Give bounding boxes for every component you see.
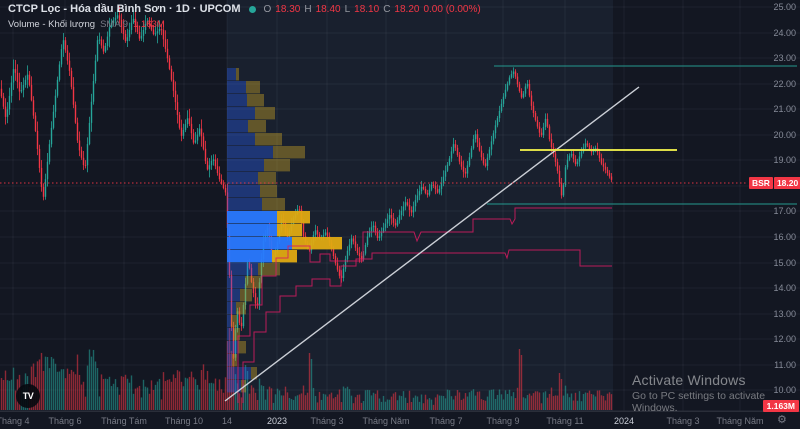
chart-legend: CTCP Lọc - Hóa dầu Bình Sơn · 1D · UPCOM… bbox=[8, 3, 481, 30]
last-price-axis-label: BSR 18.20 bbox=[749, 177, 800, 189]
time-tick-label: Tháng 7 bbox=[429, 416, 463, 426]
price-tick-label: 11.00 bbox=[774, 360, 796, 370]
time-tick-label: Tháng 3 bbox=[666, 416, 700, 426]
ohlc-values: O 18.30 H 18.40 L 18.10 C 18.20 0.00 (0.00%) bbox=[264, 4, 481, 15]
tradingview-logo-text: TV bbox=[22, 391, 34, 401]
time-tick-label: Tháng 4 bbox=[0, 416, 30, 426]
low-value: 18.10 bbox=[354, 3, 380, 15]
price-tick-label: 13.00 bbox=[773, 309, 796, 319]
teal-level-lines bbox=[487, 65, 797, 205]
symbol-legend-row: CTCP Lọc - Hóa dầu Bình Sơn · 1D · UPCOM… bbox=[8, 3, 481, 15]
time-tick-label: 2023 bbox=[266, 416, 288, 426]
price-tick-label: 23.00 bbox=[773, 53, 796, 63]
time-axis[interactable]: Tháng 4 Tháng 6 Tháng Tám Tháng 10 14 2023 Thá… bbox=[0, 411, 800, 429]
volume-value: 1.163M bbox=[133, 19, 165, 30]
time-tick-label: 2024 bbox=[613, 416, 635, 426]
trend-line bbox=[224, 86, 640, 402]
price-tick-label: 16.00 bbox=[773, 232, 796, 242]
close-value: 18.20 bbox=[394, 3, 420, 15]
time-tick-label: 14 bbox=[221, 416, 233, 426]
price-tick-label: 15.00 bbox=[773, 258, 796, 268]
price-tick-label: 24.00 bbox=[773, 28, 796, 38]
price-tick-label: 14.00 bbox=[773, 283, 796, 293]
price-tick-label: 19.00 bbox=[773, 155, 796, 165]
price-tag-symbol: BSR bbox=[749, 177, 773, 189]
price-tick-label: 12.00 bbox=[773, 334, 796, 344]
price-tick-label: 25.00 bbox=[773, 2, 796, 12]
volume-profile bbox=[227, 68, 342, 393]
high-value: 18.40 bbox=[315, 3, 341, 15]
watermark-line1: Activate Windows bbox=[632, 372, 746, 388]
fixed-range-highlight bbox=[227, 0, 613, 411]
time-tick-label: Tháng 11 bbox=[546, 416, 584, 426]
price-tick-label: 21.00 bbox=[773, 104, 796, 114]
settings-gear-icon[interactable]: ⚙ bbox=[777, 414, 787, 426]
volume-sma-label: SMA 9 bbox=[100, 19, 129, 30]
volume-axis-label: 1.163M bbox=[762, 400, 799, 412]
time-tick-label: Tháng 9 bbox=[486, 416, 520, 426]
volume-legend-row: Volume - Khối lượng SMA 9 1.163M bbox=[8, 19, 481, 30]
price-tick-label: 22.00 bbox=[773, 79, 796, 89]
low-label: L bbox=[344, 3, 351, 15]
change-value: 0.00 (0.00%) bbox=[423, 3, 481, 15]
high-label: H bbox=[304, 3, 312, 15]
price-tick-label: 20.00 bbox=[773, 130, 796, 140]
time-tick-label: Tháng Năm bbox=[716, 416, 764, 426]
symbol-title[interactable]: CTCP Lọc - Hóa dầu Bình Sơn · 1D · UPCOM bbox=[8, 3, 241, 15]
time-tick-label: Tháng 3 bbox=[310, 416, 344, 426]
time-tick-label: Tháng 10 bbox=[164, 416, 204, 426]
open-label: O bbox=[263, 3, 272, 15]
price-tag-value: 18.20 bbox=[773, 177, 800, 189]
price-axis[interactable]: 25.0024.0023.0022.0021.0020.0019.0018.00… bbox=[740, 0, 800, 411]
close-label: C bbox=[383, 3, 391, 15]
time-tick-label: Tháng 6 bbox=[48, 416, 82, 426]
price-tick-label: 17.00 bbox=[773, 206, 796, 216]
tradingview-logo[interactable]: TV bbox=[16, 384, 40, 408]
market-status-dot bbox=[248, 5, 256, 13]
time-tick-label: Tháng Năm bbox=[362, 416, 410, 426]
price-tick-label: 10.00 bbox=[773, 385, 796, 395]
pivot-step-lines bbox=[237, 207, 612, 403]
activate-windows-watermark: Activate Windows Go to PC settings to ac… bbox=[632, 372, 800, 414]
volume-indicator-label[interactable]: Volume - Khối lượng bbox=[8, 19, 96, 30]
time-tick-label: Tháng Tám bbox=[101, 416, 147, 426]
grid-lines bbox=[0, 0, 800, 411]
open-value: 18.30 bbox=[275, 3, 301, 15]
